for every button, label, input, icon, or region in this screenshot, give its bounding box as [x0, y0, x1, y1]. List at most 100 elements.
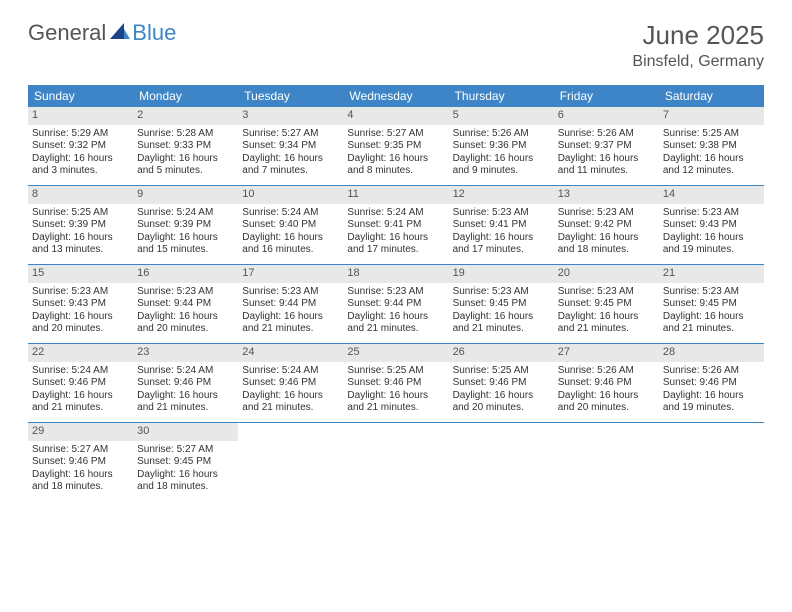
sunrise-line: Sunrise: 5:27 AM	[242, 128, 339, 141]
week-row: 22Sunrise: 5:24 AMSunset: 9:46 PMDayligh…	[28, 344, 764, 423]
day-details: Sunrise: 5:23 AMSunset: 9:44 PMDaylight:…	[347, 286, 444, 336]
day-number: 2	[133, 107, 238, 125]
day-cell: 15Sunrise: 5:23 AMSunset: 9:43 PMDayligh…	[28, 265, 133, 343]
day-number: 22	[28, 344, 133, 362]
day-number: 16	[133, 265, 238, 283]
day-details: Sunrise: 5:23 AMSunset: 9:45 PMDaylight:…	[663, 286, 760, 336]
day-cell: 6Sunrise: 5:26 AMSunset: 9:37 PMDaylight…	[554, 107, 659, 185]
sunset-line: Sunset: 9:35 PM	[347, 140, 444, 153]
day-cell: 13Sunrise: 5:23 AMSunset: 9:42 PMDayligh…	[554, 186, 659, 264]
sunset-line: Sunset: 9:45 PM	[453, 298, 550, 311]
sunset-line: Sunset: 9:34 PM	[242, 140, 339, 153]
sunset-line: Sunset: 9:46 PM	[32, 377, 129, 390]
day-cell: 10Sunrise: 5:24 AMSunset: 9:40 PMDayligh…	[238, 186, 343, 264]
daylight-line: Daylight: 16 hours and 20 minutes.	[32, 311, 129, 336]
daylight-line: Daylight: 16 hours and 21 minutes.	[347, 311, 444, 336]
day-cell: 16Sunrise: 5:23 AMSunset: 9:44 PMDayligh…	[133, 265, 238, 343]
day-cell-empty	[659, 423, 764, 501]
day-cell: 22Sunrise: 5:24 AMSunset: 9:46 PMDayligh…	[28, 344, 133, 422]
day-number: 20	[554, 265, 659, 283]
daylight-line: Daylight: 16 hours and 12 minutes.	[663, 153, 760, 178]
daylight-line: Daylight: 16 hours and 18 minutes.	[32, 469, 129, 494]
logo-text-blue: Blue	[132, 20, 176, 46]
sunset-line: Sunset: 9:36 PM	[453, 140, 550, 153]
daylight-line: Daylight: 16 hours and 19 minutes.	[663, 390, 760, 415]
day-cell: 30Sunrise: 5:27 AMSunset: 9:45 PMDayligh…	[133, 423, 238, 501]
sunset-line: Sunset: 9:46 PM	[453, 377, 550, 390]
day-details: Sunrise: 5:26 AMSunset: 9:37 PMDaylight:…	[558, 128, 655, 178]
day-cell: 27 Sunrise: 5:26 AMSunset: 9:46 PMDayligh…	[554, 344, 659, 422]
sunrise-line: Sunrise: 5:24 AM	[242, 207, 339, 220]
sunset-line: Sunset: 9:46 PM	[32, 456, 129, 469]
sunrise-line: Sunrise: 5:23 AM	[453, 207, 550, 220]
week-row: 8 Sunrise: 5:25 AMSunset: 9:39 PMDaylight…	[28, 186, 764, 265]
weekday-header: Wednesday	[343, 85, 448, 107]
day-number: 11	[343, 186, 448, 204]
day-number: 26	[449, 344, 554, 362]
daylight-line: Daylight: 16 hours and 15 minutes.	[137, 232, 234, 257]
sunrise-line: Sunrise: 5:23 AM	[32, 286, 129, 299]
daylight-line: Daylight: 16 hours and 21 minutes.	[242, 390, 339, 415]
daylight-line: Daylight: 16 hours and 21 minutes.	[453, 311, 550, 336]
sunset-line: Sunset: 9:41 PM	[347, 219, 444, 232]
day-number: 7	[659, 107, 764, 125]
day-details: Sunrise: 5:25 AMSunset: 9:39 PMDaylight:…	[32, 207, 129, 257]
day-number: 9	[133, 186, 238, 204]
day-number: 21	[659, 265, 764, 283]
daylight-line: Daylight: 16 hours and 13 minutes.	[32, 232, 129, 257]
day-cell: 8 Sunrise: 5:25 AMSunset: 9:39 PMDaylight…	[28, 186, 133, 264]
day-number: 29	[28, 423, 133, 441]
daylight-line: Daylight: 16 hours and 21 minutes.	[137, 390, 234, 415]
weekday-header-row: Sunday Monday Tuesday Wednesday Thursday…	[28, 85, 764, 107]
logo-triangle-icon	[110, 23, 130, 44]
day-number: 1	[28, 107, 133, 125]
sunset-line: Sunset: 9:39 PM	[32, 219, 129, 232]
day-cell: 24 Sunrise: 5:24 AMSunset: 9:46 PMDayligh…	[238, 344, 343, 422]
day-number: 28	[659, 344, 764, 362]
day-details: Sunrise: 5:23 AMSunset: 9:43 PMDaylight:…	[663, 207, 760, 257]
logo-text-general: General	[28, 20, 106, 46]
day-number: 18	[343, 265, 448, 283]
sunrise-line: Sunrise: 5:26 AM	[663, 365, 760, 378]
day-number: 8	[28, 186, 133, 204]
sunset-line: Sunset: 9:46 PM	[558, 377, 655, 390]
day-cell: 18 Sunrise: 5:23 AMSunset: 9:44 PMDayligh…	[343, 265, 448, 343]
day-details: Sunrise: 5:23 AMSunset: 9:41 PMDaylight:…	[453, 207, 550, 257]
sunset-line: Sunset: 9:46 PM	[242, 377, 339, 390]
day-cell-empty	[343, 423, 448, 501]
logo: General Blue	[28, 20, 176, 46]
day-details: Sunrise: 5:23 AMSunset: 9:43 PMDaylight:…	[32, 286, 129, 336]
weekday-header: Friday	[554, 85, 659, 107]
day-number: 4	[343, 107, 448, 125]
daylight-line: Daylight: 16 hours and 20 minutes.	[137, 311, 234, 336]
weeks-container: 1Sunrise: 5:29 AMSunset: 9:32 PMDaylight…	[28, 107, 764, 501]
week-row: 1Sunrise: 5:29 AMSunset: 9:32 PMDaylight…	[28, 107, 764, 186]
day-number: 27	[554, 344, 659, 362]
sunrise-line: Sunrise: 5:28 AM	[137, 128, 234, 141]
day-cell: 29 Sunrise: 5:27 AMSunset: 9:46 PMDayligh…	[28, 423, 133, 501]
day-number: 10	[238, 186, 343, 204]
day-details: Sunrise: 5:26 AMSunset: 9:46 PMDaylight:…	[558, 365, 655, 415]
day-number: 24	[238, 344, 343, 362]
sunset-line: Sunset: 9:43 PM	[32, 298, 129, 311]
day-details: Sunrise: 5:27 AMSunset: 9:46 PMDaylight:…	[32, 444, 129, 494]
day-cell: 25Sunrise: 5:25 AMSunset: 9:46 PMDayligh…	[343, 344, 448, 422]
day-number: 13	[554, 186, 659, 204]
day-cell: 5Sunrise: 5:26 AMSunset: 9:36 PMDaylight…	[449, 107, 554, 185]
sunset-line: Sunset: 9:44 PM	[347, 298, 444, 311]
sunset-line: Sunset: 9:44 PM	[242, 298, 339, 311]
weekday-header: Sunday	[28, 85, 133, 107]
day-cell: 14Sunrise: 5:23 AMSunset: 9:43 PMDayligh…	[659, 186, 764, 264]
sunset-line: Sunset: 9:38 PM	[663, 140, 760, 153]
daylight-line: Daylight: 16 hours and 9 minutes.	[453, 153, 550, 178]
daylight-line: Daylight: 16 hours and 17 minutes.	[347, 232, 444, 257]
day-cell-empty	[449, 423, 554, 501]
daylight-line: Daylight: 16 hours and 21 minutes.	[663, 311, 760, 336]
day-cell: 4Sunrise: 5:27 AMSunset: 9:35 PMDaylight…	[343, 107, 448, 185]
sunrise-line: Sunrise: 5:24 AM	[242, 365, 339, 378]
day-details: Sunrise: 5:25 AMSunset: 9:46 PMDaylight:…	[453, 365, 550, 415]
daylight-line: Daylight: 16 hours and 21 minutes.	[347, 390, 444, 415]
daylight-line: Daylight: 16 hours and 17 minutes.	[453, 232, 550, 257]
day-details: Sunrise: 5:23 AMSunset: 9:45 PMDaylight:…	[453, 286, 550, 336]
week-row: 29 Sunrise: 5:27 AMSunset: 9:46 PMDayligh…	[28, 423, 764, 501]
